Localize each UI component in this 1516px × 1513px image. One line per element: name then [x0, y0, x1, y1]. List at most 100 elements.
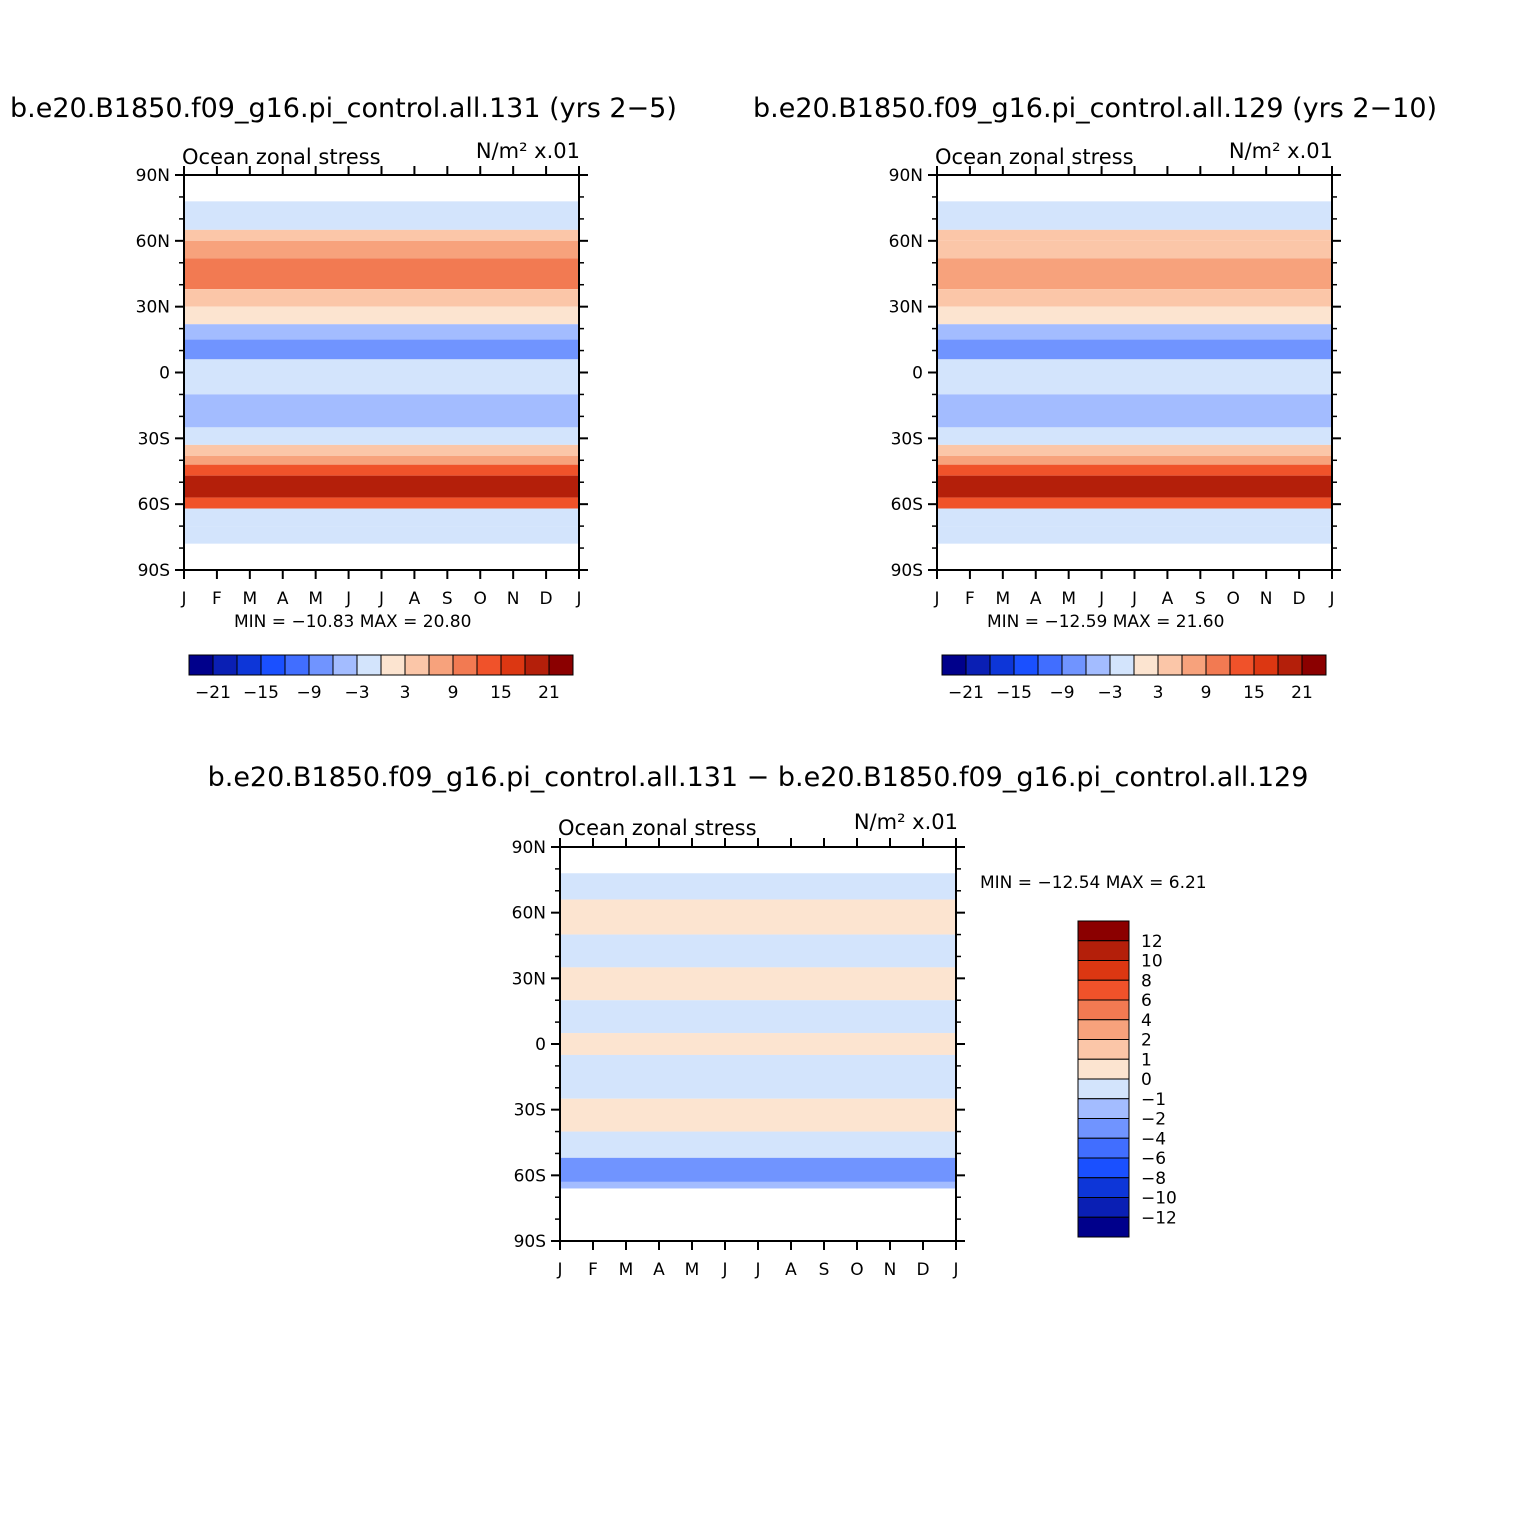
contour-band	[184, 306, 579, 325]
y-tick-label: 60S	[891, 495, 923, 515]
x-tick-label: M	[619, 1260, 634, 1280]
contour-band	[560, 1157, 956, 1182]
colorbar-box	[1077, 940, 1130, 961]
colorbar-label: −9	[296, 683, 321, 703]
y-tick-label: 30S	[514, 1101, 546, 1121]
contour-band	[184, 339, 579, 360]
contour-band	[184, 475, 579, 498]
y-tick-label: 0	[159, 364, 170, 384]
contour-band	[184, 324, 579, 340]
contour-band	[937, 201, 1332, 230]
colorbar-label: −6	[1141, 1149, 1166, 1169]
y-tick-label: 60N	[136, 232, 170, 252]
x-tick-label: J	[556, 1260, 562, 1280]
x-tick-label: A	[1162, 589, 1174, 609]
colorbar-box	[356, 654, 382, 676]
x-tick-label: J	[721, 1260, 727, 1280]
panel-3-title: b.e20.B1850.f09_g16.pi_control.all.131 −…	[208, 762, 1309, 793]
panel-1-right-label: N/m² x.01	[476, 139, 580, 163]
panel-3-left-label: Ocean zonal stress	[558, 816, 757, 840]
colorbar-box	[500, 654, 526, 676]
colorbar-label: 6	[1141, 991, 1152, 1011]
x-tick-label: J	[345, 589, 351, 609]
contour-band	[560, 967, 956, 1001]
contour-band	[184, 372, 579, 395]
y-tick-label: 90N	[512, 838, 546, 858]
x-tick-label: A	[653, 1260, 665, 1280]
contour-band	[560, 1098, 956, 1132]
contour-band	[937, 339, 1332, 360]
contour-band	[937, 394, 1332, 428]
colorbar-box	[212, 654, 238, 676]
colorbar-label: 21	[538, 683, 560, 703]
colorbar-box	[1077, 1157, 1130, 1179]
contour-band	[184, 508, 579, 527]
contour-band	[184, 464, 579, 476]
colorbar-box	[428, 654, 454, 676]
y-tick-label: 90N	[136, 166, 170, 186]
contour-band	[184, 427, 579, 445]
colorbar-label: 9	[448, 683, 459, 703]
contour-band	[560, 1000, 956, 1034]
contour-band	[937, 526, 1332, 544]
colorbar-label: −10	[1141, 1189, 1177, 1209]
colorbar-label: 8	[1141, 971, 1152, 991]
contour-band	[937, 359, 1332, 373]
contour-band	[184, 455, 579, 465]
x-tick-label: S	[1195, 589, 1206, 609]
colorbar-box	[1077, 1137, 1130, 1159]
colorbar-box	[1077, 960, 1130, 981]
contour-band	[184, 444, 579, 456]
x-tick-label: S	[442, 589, 453, 609]
colorbar-label: −4	[1141, 1129, 1166, 1149]
colorbar-box	[1077, 1197, 1130, 1218]
contour-band	[184, 240, 579, 259]
colorbar-box	[1037, 654, 1063, 676]
colorbar-label: 9	[1201, 683, 1212, 703]
panel-2-right-label: N/m² x.01	[1229, 139, 1333, 163]
colorbar-box	[284, 654, 310, 676]
panel-1-title: b.e20.B1850.f09_g16.pi_control.all.131 (…	[10, 93, 677, 124]
panel-1-colorbar: −21 −15 −9 −3 3 9 15 21	[188, 654, 574, 703]
y-tick-label: 60S	[514, 1166, 546, 1186]
colorbar-box	[941, 654, 967, 676]
contour-band	[937, 427, 1332, 445]
contour-band	[937, 464, 1332, 476]
x-tick-label: A	[785, 1260, 797, 1280]
y-tick-label: 60N	[889, 232, 923, 252]
contour-band	[937, 372, 1332, 395]
contour-band	[937, 240, 1332, 259]
x-tick-label: J	[933, 589, 939, 609]
contour-band	[184, 497, 579, 509]
x-tick-label: S	[819, 1260, 830, 1280]
x-tick-label: J	[378, 589, 384, 609]
colorbar-label: 0	[1141, 1070, 1152, 1090]
colorbar-box	[1253, 654, 1279, 676]
contour-band	[560, 934, 956, 968]
panel-1-left-label: Ocean zonal stress	[182, 145, 381, 169]
x-tick-label: O	[850, 1260, 863, 1280]
colorbar-box	[1229, 654, 1255, 676]
x-tick-label: N	[1260, 589, 1273, 609]
contour-band	[937, 306, 1332, 325]
x-tick-label: M	[308, 589, 323, 609]
contour-band	[184, 359, 579, 373]
colorbar-label: −12	[1141, 1208, 1177, 1228]
panel-1-stats: MIN = −10.83 MAX = 20.80	[234, 612, 471, 632]
contour-band	[560, 1033, 956, 1055]
colorbar-box	[1077, 1098, 1130, 1119]
panel-2-title: b.e20.B1850.f09_g16.pi_control.all.129 (…	[753, 93, 1437, 124]
x-tick-label: F	[588, 1260, 598, 1280]
y-tick-label: 30N	[889, 298, 923, 318]
colorbar-box	[1181, 654, 1207, 676]
colorbar-box	[1077, 1058, 1130, 1080]
contour-band	[937, 497, 1332, 509]
colorbar-box	[188, 654, 214, 676]
colorbar-box	[989, 654, 1015, 676]
y-tick-label: 30N	[512, 969, 546, 989]
contour-band	[937, 444, 1332, 456]
colorbar-box	[1013, 654, 1039, 676]
colorbar-box	[1077, 1177, 1130, 1198]
colorbar-label: 4	[1141, 1011, 1152, 1031]
